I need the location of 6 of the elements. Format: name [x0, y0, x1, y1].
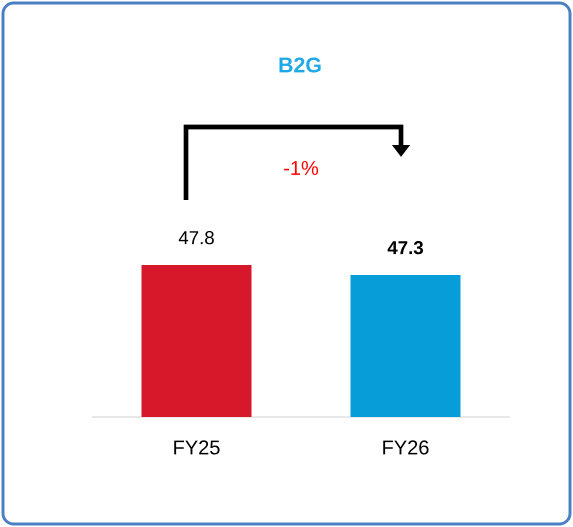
chart-title: B2G	[279, 57, 321, 73]
data-label: 47.3	[388, 241, 423, 254]
x-tick-label: FY26	[383, 440, 429, 455]
x-tick-label: FY25	[174, 440, 220, 455]
data-label: 47.8	[178, 231, 214, 244]
text: -1%	[284, 161, 318, 175]
